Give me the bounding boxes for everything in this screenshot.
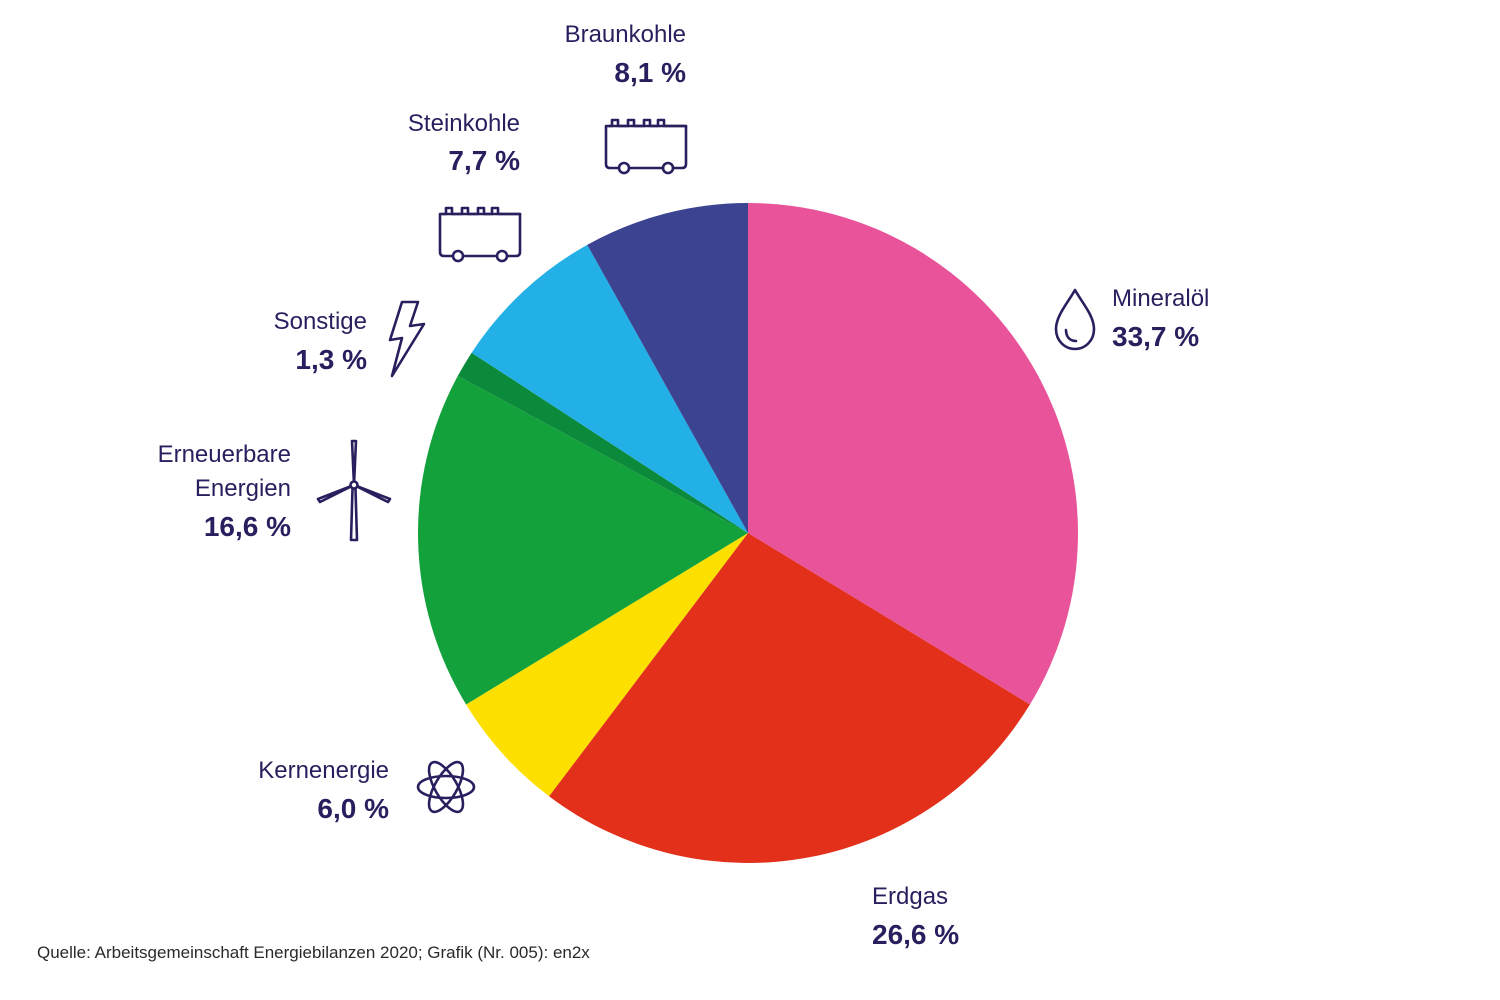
- wind-turbine-icon: [316, 439, 392, 542]
- label-value: 7,7 %: [448, 145, 520, 176]
- label-value: 33,7 %: [1112, 321, 1199, 352]
- pie-slice-sonstige: [457, 352, 748, 533]
- pie-slice-erdgas: [549, 533, 1030, 863]
- label-mineraloel: Mineralöl 33,7 %: [1112, 285, 1209, 352]
- label-value: 8,1 %: [614, 57, 686, 88]
- label-erdgas: Erdgas 26,6 %: [872, 883, 959, 950]
- lightning-icon: [388, 300, 426, 378]
- coal-cart-icon: [438, 206, 522, 263]
- label-name: Sonstige: [274, 308, 367, 335]
- label-braunkohle: Braunkohle 8,1 %: [565, 21, 687, 88]
- oil-drop-icon: [1054, 288, 1096, 351]
- label-name: Erdgas: [872, 883, 948, 910]
- label-erneuerbare: Erneuerbare Energien 16,6 %: [158, 441, 292, 542]
- label-name: Steinkohle: [408, 110, 520, 137]
- label-value: 26,6 %: [872, 919, 959, 950]
- label-name: Braunkohle: [565, 21, 686, 48]
- label-name: Erneuerbare: [158, 441, 291, 468]
- pie-slices: [418, 203, 1078, 863]
- label-steinkohle: Steinkohle 7,7 %: [408, 110, 520, 176]
- label-kernenergie: Kernenergie 6,0 %: [258, 757, 389, 824]
- coal-cart-icon: [604, 118, 688, 175]
- label-name: Energien: [195, 475, 291, 502]
- label-value: 1,3 %: [295, 344, 367, 375]
- pie-slice-braunkohle: [587, 203, 748, 533]
- pie-slice-steinkohle: [471, 244, 748, 533]
- label-sonstige: Sonstige 1,3 %: [274, 308, 368, 375]
- atom-icon: [416, 760, 476, 814]
- label-value: 16,6 %: [204, 511, 291, 542]
- source-note: Quelle: Arbeitsgemeinschaft Energiebilan…: [37, 943, 590, 962]
- pie-slice-erneuerbare-energien: [418, 375, 748, 705]
- pie-slice-kernenergie: [466, 533, 748, 797]
- label-name: Mineralöl: [1112, 285, 1209, 312]
- label-value: 6,0 %: [317, 793, 389, 824]
- label-name: Kernenergie: [258, 757, 389, 784]
- pie-slice-mineralöl: [748, 203, 1078, 705]
